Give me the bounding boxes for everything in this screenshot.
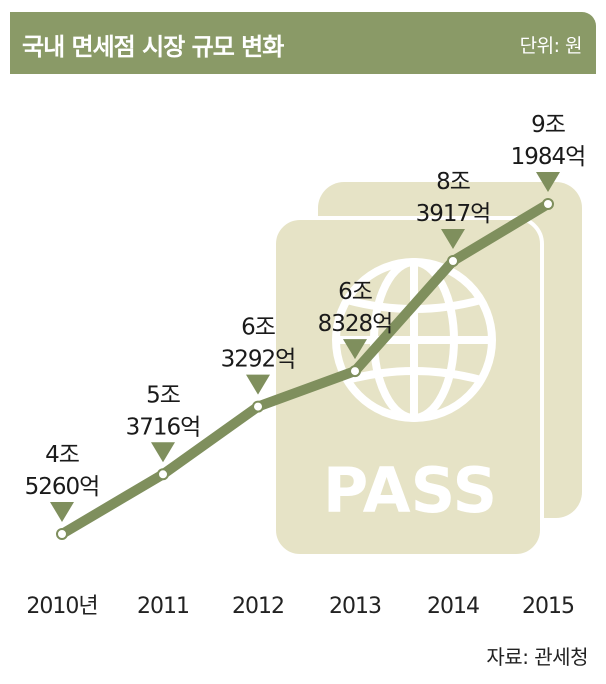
data-label-line1: 4조 [45, 442, 79, 468]
data-label-line1: 6조 [241, 315, 275, 341]
value-pointer [343, 339, 367, 360]
data-label-line1: 6조 [338, 279, 372, 305]
data-label-line2: 5260억 [25, 474, 100, 500]
source-note: 자료: 관세청 [486, 645, 588, 669]
value-pointer [441, 228, 465, 249]
data-label-line1: 8조 [436, 169, 470, 195]
data-point [447, 255, 459, 267]
data-point [349, 365, 361, 378]
pass-text: PASS [323, 454, 497, 527]
x-tick-label: 2014 [427, 594, 479, 619]
data-point [157, 468, 169, 481]
data-label-line2: 3292억 [221, 347, 296, 373]
value-pointer [50, 502, 74, 522]
x-tick-label: 2012 [232, 594, 284, 619]
data-point [56, 528, 68, 540]
data-point [252, 400, 264, 413]
data-label-line1: 9조 [531, 112, 565, 138]
series-line [57, 199, 553, 539]
x-tick-label: 2010년 [26, 594, 97, 619]
value-pointer [536, 172, 560, 192]
data-label-line2: 3716억 [126, 414, 201, 440]
data-label-line1: 5조 [146, 382, 180, 408]
x-tick-label: 2011 [137, 594, 189, 619]
data-label-line2: 1984억 [511, 144, 586, 170]
x-tick-label: 2013 [329, 594, 381, 619]
x-tick-label: 2015 [522, 594, 574, 619]
value-pointer [246, 374, 270, 395]
chart-header: 국내 면세점 시장 규모 변화 단위: 원 [10, 12, 596, 74]
value-pointer [151, 442, 175, 463]
chart-title: 국내 면세점 시장 규모 변화 [22, 33, 284, 61]
unit-label: 단위: 원 [519, 35, 583, 57]
passport-illustration: PASS [272, 182, 582, 558]
data-label-line2: 3917억 [416, 201, 491, 227]
data-label-line2: 8328억 [318, 311, 393, 337]
data-point [542, 198, 554, 210]
